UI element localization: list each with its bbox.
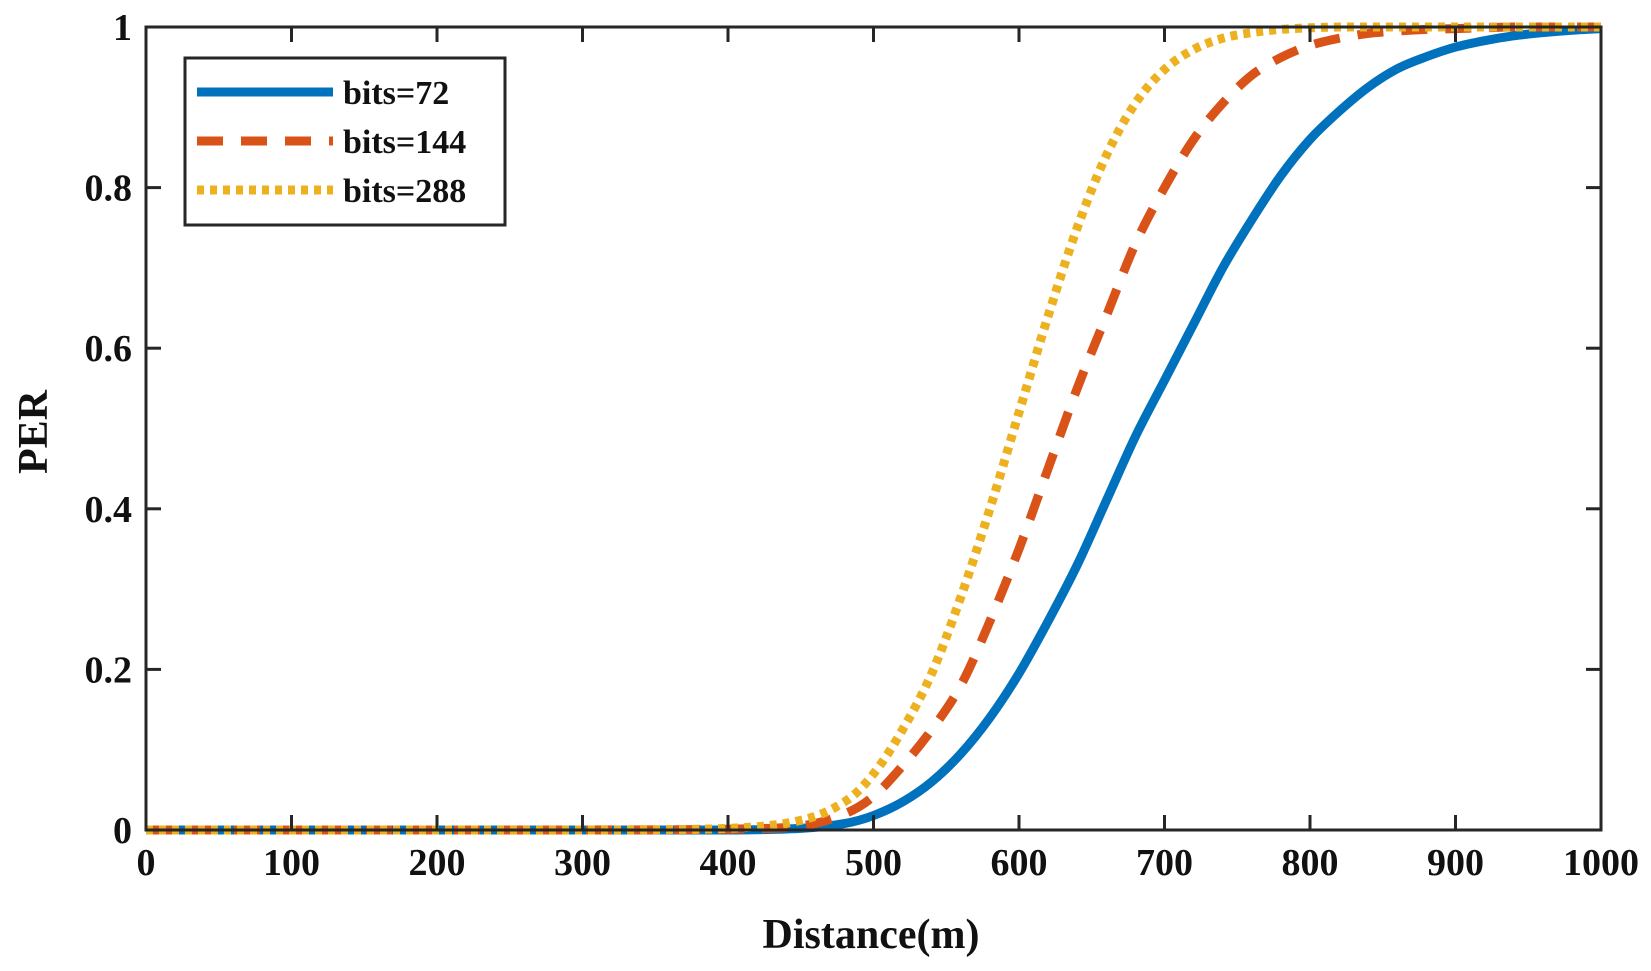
legend: bits=72 bits=144 bits=288 (183, 56, 507, 227)
y-tick-label: 0.2 (85, 649, 133, 691)
x-tick-label: 0 (137, 842, 156, 884)
y-tick-label: 0.4 (85, 489, 133, 531)
x-tick-label: 100 (263, 842, 320, 884)
x-tick-label: 200 (409, 842, 466, 884)
ticks-layer: 0 100 200 300 400 500 600 700 800 900 1000 0 0.2 0.4 0… (85, 7, 1640, 884)
y-axis-title: PER (11, 389, 57, 474)
y-tick-label: 0.8 (85, 168, 133, 210)
x-tick-label: 800 (1282, 842, 1339, 884)
y-tick-label: 0.6 (85, 328, 133, 370)
legend-label: bits=144 (343, 124, 466, 161)
legend-label: bits=72 (343, 75, 449, 112)
x-tick-label: 900 (1427, 842, 1484, 884)
x-tick-label: 600 (991, 842, 1048, 884)
x-tick-label: 400 (700, 842, 757, 884)
y-tick-label: 1 (113, 7, 132, 49)
legend-box (183, 56, 507, 227)
x-tick-label: 300 (554, 842, 611, 884)
y-tick-label: 0 (113, 810, 132, 852)
legend-label: bits=288 (343, 173, 466, 210)
x-tick-label: 700 (1136, 842, 1193, 884)
x-axis-title: Distance(m) (763, 912, 980, 958)
x-tick-label: 1000 (1563, 842, 1639, 884)
x-tick-label: 500 (845, 842, 902, 884)
